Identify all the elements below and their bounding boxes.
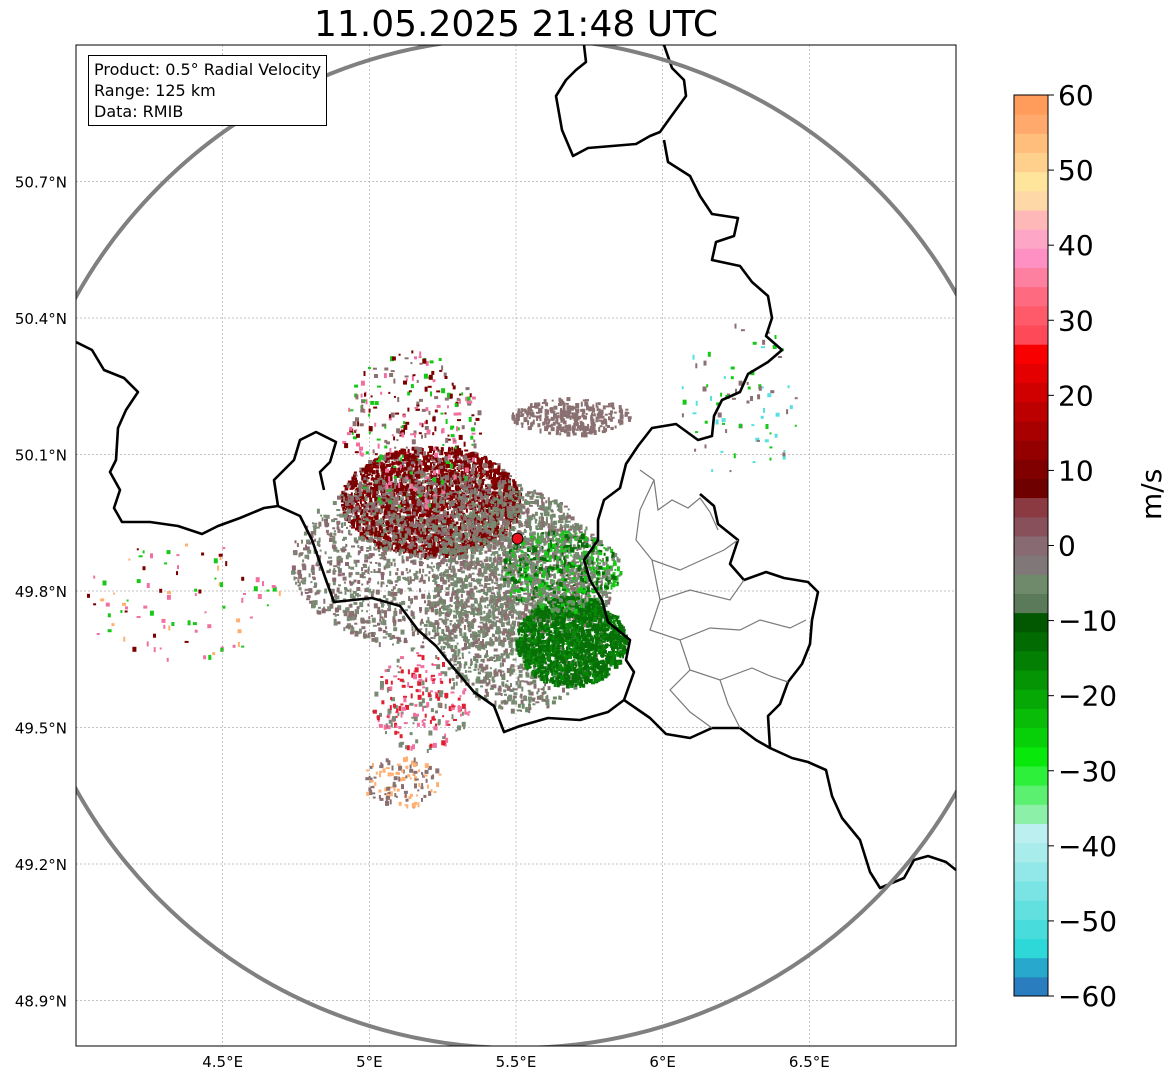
border-west [76, 340, 279, 536]
colorbar-tick-label: −40 [1058, 830, 1117, 863]
luxembourg-canton-borders [635, 469, 807, 729]
lon-tick-label: 4.5°E [202, 1053, 243, 1071]
colorbar-band [1014, 497, 1048, 518]
colorbar-band [1014, 535, 1048, 556]
colorbar-band [1014, 95, 1048, 115]
colorbar-band [1014, 286, 1048, 307]
colorbar-band [1014, 440, 1048, 460]
info-range: Range: 125 km [94, 81, 216, 100]
info-data-source: Data: RMIB [94, 102, 184, 121]
lon-tick-label: 5.5°E [496, 1053, 537, 1071]
colorbar-band [1014, 593, 1048, 614]
product-info-box: Product: 0.5° Radial Velocity Range: 125… [88, 55, 328, 126]
colorbar-band [1014, 325, 1048, 345]
colorbar-tick-label: −50 [1058, 905, 1117, 938]
colorbar-band [1014, 631, 1048, 652]
border-belgium-germany [554, 45, 688, 158]
colorbar-band [1014, 708, 1048, 729]
colorbar-band [1014, 114, 1048, 134]
colorbar-band [1014, 459, 1048, 479]
colorbar-band [1014, 785, 1048, 805]
colorbar-tick-label: 60 [1058, 79, 1094, 112]
lon-tick-label: 6°E [649, 1053, 676, 1071]
lat-tick-label: 49.8°N [15, 583, 67, 601]
colorbar-band [1014, 823, 1048, 844]
map-axis-ticks: 4.5°E 5°E 5.5°E 6°E 6.5°E 50.7°N 50.4°N 50.1°N 4… [15, 174, 830, 1072]
colorbar-band [1014, 401, 1048, 422]
colorbar-tick-label: 40 [1058, 229, 1094, 262]
colorbar-band [1014, 478, 1048, 499]
colorbar-band [1014, 248, 1048, 269]
colorbar-unit-label: m/s [1135, 468, 1168, 520]
radar-echo-layer [87, 323, 798, 809]
colorbar-tick-label: −60 [1058, 980, 1117, 1013]
colorbar-band [1014, 900, 1048, 920]
colorbar-band [1014, 363, 1048, 384]
colorbar-band [1014, 229, 1048, 249]
colorbar-band [1014, 612, 1048, 633]
velocity-colorbar: 60 50 40 30 20 10 0 −10 −20 −30 −40 −50 −60 [1013, 79, 1117, 1013]
colorbar-band [1014, 210, 1048, 230]
lat-tick-label: 50.7°N [15, 174, 67, 192]
colorbar-band [1014, 861, 1048, 882]
colorbar-band [1014, 938, 1048, 959]
colorbar-band [1014, 746, 1048, 767]
colorbar-band [1014, 765, 1048, 786]
lat-tick-label: 49.2°N [15, 856, 67, 874]
colorbar-band [1014, 919, 1048, 939]
colorbar-band [1014, 420, 1048, 441]
colorbar-band [1014, 171, 1048, 192]
colorbar-tick-label: −10 [1058, 605, 1117, 638]
colorbar-band [1014, 382, 1048, 403]
colorbar-band [1014, 650, 1048, 671]
radar-site-marker [511, 532, 524, 545]
lon-tick-label: 5°E [356, 1053, 383, 1071]
colorbar-tick-label: 50 [1058, 154, 1094, 187]
colorbar-tick-label: 10 [1058, 454, 1094, 487]
colorbar-band [1014, 190, 1048, 211]
colorbar-tick-label: 0 [1058, 530, 1076, 563]
colorbar-band [1014, 152, 1048, 173]
map-frame [75, 44, 957, 1047]
colorbar-band [1014, 689, 1048, 709]
colorbar-band [1014, 133, 1048, 154]
map-title: 11.05.2025 21:48 UTC [313, 4, 719, 45]
map-plot-area [76, 45, 956, 1046]
colorbar-band [1014, 957, 1048, 978]
colorbar-band [1014, 804, 1048, 824]
colorbar-band [1014, 516, 1048, 537]
colorbar-band [1014, 880, 1048, 901]
lon-tick-label: 6.5°E [789, 1053, 830, 1071]
colorbar-tick-label: −20 [1058, 680, 1117, 713]
lat-tick-label: 50.4°N [15, 310, 67, 328]
colorbar-band [1014, 842, 1048, 863]
colorbar-band [1014, 670, 1048, 690]
colorbar-band [1014, 727, 1048, 748]
colorbar-band [1014, 305, 1048, 326]
colorbar-band [1014, 976, 1048, 997]
border-lux-east [623, 493, 820, 750]
info-product: Product: 0.5° Radial Velocity [94, 60, 322, 79]
colorbar-tick-label: 30 [1058, 304, 1094, 337]
lat-tick-label: 49.5°N [15, 720, 67, 738]
colorbar-band [1014, 267, 1048, 288]
lat-tick-label: 50.1°N [15, 447, 67, 465]
border-east [272, 139, 784, 734]
colorbar-tick-label: −30 [1058, 755, 1117, 788]
colorbar-tick-label: 20 [1058, 379, 1094, 412]
country-borders [76, 45, 956, 890]
lat-tick-label: 48.9°N [15, 993, 67, 1011]
colorbar-band [1014, 574, 1048, 594]
colorbar-band [1014, 344, 1048, 364]
colorbar-band [1014, 555, 1048, 575]
border-france-germany [769, 746, 956, 890]
